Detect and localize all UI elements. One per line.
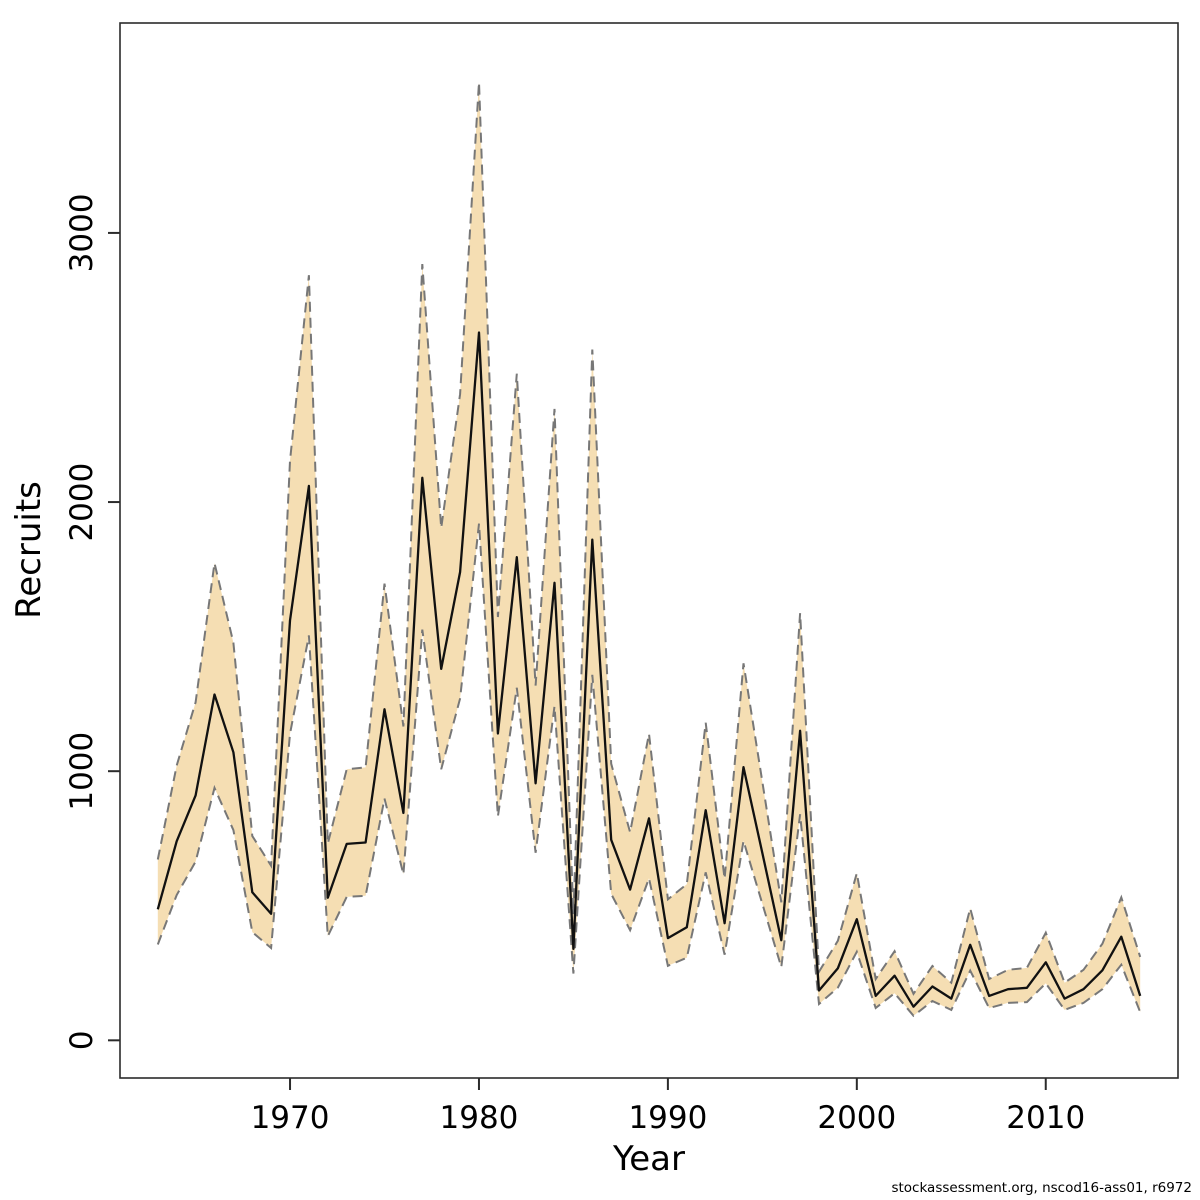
recruits-mean-line xyxy=(156,331,1142,1008)
ci-lower-line xyxy=(156,523,1142,1018)
footer-credit: stockassessment.org, nscod16-ass01, r697… xyxy=(891,1180,1192,1196)
y-tick-label: 0 xyxy=(64,1030,100,1050)
x-axis-title: Year xyxy=(612,1139,685,1179)
x-tick-label: 1980 xyxy=(440,1100,519,1136)
ci-upper-line xyxy=(156,82,1142,996)
y-axis-title: Recruits xyxy=(9,481,49,619)
plot-border xyxy=(119,22,1179,1079)
x-tick-label: 2010 xyxy=(1006,1100,1085,1136)
confidence-band xyxy=(157,82,1141,1016)
x-tick-label: 1990 xyxy=(628,1100,707,1136)
x-tick-label: 2000 xyxy=(817,1100,896,1136)
y-tick-label: 1000 xyxy=(64,732,100,811)
y-tick-label: 2000 xyxy=(64,463,100,542)
x-tick-label: 1970 xyxy=(251,1100,330,1136)
y-tick-label: 3000 xyxy=(64,193,100,272)
